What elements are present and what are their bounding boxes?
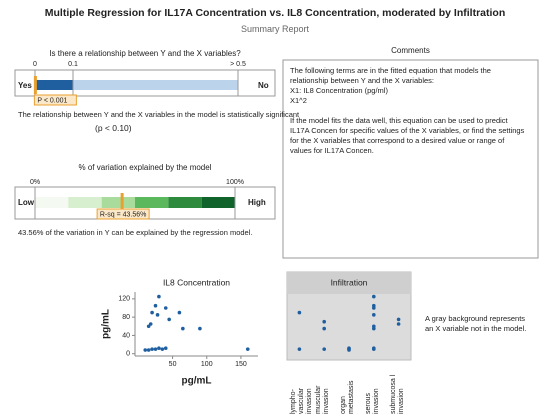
comment-line: for the X variables that correspond to a… <box>290 136 505 145</box>
y-axis-label: pg/mL <box>101 309 112 339</box>
comments-box <box>282 59 539 259</box>
point <box>372 346 376 351</box>
gauge-band <box>168 197 202 208</box>
gauge-tick-label: 0% <box>30 179 40 186</box>
gauge-band <box>68 197 102 208</box>
gauge-band <box>201 197 235 208</box>
point <box>153 303 158 308</box>
chart-title: IL8 Concentration <box>163 277 230 287</box>
point <box>143 348 148 352</box>
x-tick-label: muscular invasion <box>315 385 331 414</box>
comment-line: The following terms are in the fitted eq… <box>290 66 491 75</box>
rsq-label-box <box>96 208 150 220</box>
x-tick-label: serous invasion <box>364 388 380 414</box>
x-tick-label: 100 <box>201 361 213 368</box>
point <box>322 347 327 351</box>
comment-line: X1^2 <box>290 96 307 105</box>
chart-title: Infiltration <box>331 277 368 287</box>
high-label: High <box>248 198 266 207</box>
gauge-tick-label: > 0.5 <box>230 61 246 68</box>
gauge-band <box>101 197 135 208</box>
point <box>181 326 185 331</box>
comment-line: relationship between Y and the X variabl… <box>290 76 434 85</box>
point <box>322 326 327 331</box>
low-label: Low <box>18 198 35 207</box>
point <box>372 306 376 310</box>
point <box>163 306 168 310</box>
comments-title: Comments <box>391 46 430 55</box>
section-title: % of variation explained by the model <box>78 163 212 172</box>
comment-line: X1: IL8 Concentration (pg/ml) <box>290 86 388 95</box>
point <box>146 348 151 352</box>
relationship-text: The relationship between Y and the X var… <box>18 110 300 119</box>
title-band <box>287 272 411 294</box>
gauge-tick-label: 0.1 <box>68 61 78 68</box>
comment-line: IL17A Concen for specific values of the … <box>290 126 525 135</box>
y-tick-label: 80 <box>122 314 130 321</box>
point <box>372 326 376 331</box>
point <box>163 346 168 351</box>
gauge-yes <box>35 80 73 90</box>
x-tick-label: 50 <box>169 361 177 368</box>
gauge-no <box>73 80 238 90</box>
x-tick-label: lympho-vascular invasion <box>290 387 314 414</box>
rsq-text: 43.56% of the variation in Y can be expl… <box>18 228 253 237</box>
point <box>146 324 151 329</box>
p-note: (p < 0.10) <box>95 123 132 133</box>
point <box>396 322 401 326</box>
point <box>157 346 161 351</box>
no-label: No <box>258 81 269 90</box>
y-tick-label: 120 <box>118 296 130 303</box>
rsq-marker <box>120 193 124 211</box>
point <box>297 347 302 351</box>
p-label: P < 0.001 <box>37 97 67 104</box>
point <box>160 347 165 351</box>
comment-line: values for IL17A Concen. <box>290 146 374 155</box>
point <box>372 294 376 299</box>
point <box>177 310 182 315</box>
x-tick-label: 150 <box>235 361 247 368</box>
point <box>153 347 158 351</box>
p-marker <box>33 76 37 94</box>
rsq-label: R-sq = 43.56% <box>100 211 147 218</box>
point <box>157 294 161 299</box>
title: Multiple Regression for IL17A Concentrat… <box>44 7 506 19</box>
point <box>167 317 171 322</box>
comment-line: If the model fits the data well, this eq… <box>290 116 508 125</box>
subtitle: Summary Report <box>240 24 310 34</box>
point <box>148 322 153 326</box>
x-tick-label: organ metastasis <box>340 380 355 414</box>
point <box>372 313 376 317</box>
y-tick-label: 40 <box>122 332 130 339</box>
section-title: Is there a relationship between Y and th… <box>49 49 241 58</box>
point <box>297 310 302 315</box>
gauge-tick-label: 0 <box>33 61 37 68</box>
point <box>150 347 154 351</box>
x-axis-label: pg/mL <box>182 376 212 387</box>
p-label-box <box>33 94 77 106</box>
point <box>155 313 160 317</box>
y-tick-label: 0 <box>126 351 130 358</box>
point <box>396 317 401 322</box>
point <box>198 326 202 331</box>
note: A gray background represents an X variab… <box>425 314 527 333</box>
gauge-band <box>135 197 169 208</box>
point <box>245 347 250 351</box>
gauge-tick-label: 100% <box>226 179 244 186</box>
point <box>150 310 154 315</box>
point <box>347 348 351 352</box>
yes-label: Yes <box>18 81 32 90</box>
x-tick-label: submucosa l invasion <box>389 374 405 414</box>
gauge-band <box>35 197 69 208</box>
point <box>322 319 327 324</box>
